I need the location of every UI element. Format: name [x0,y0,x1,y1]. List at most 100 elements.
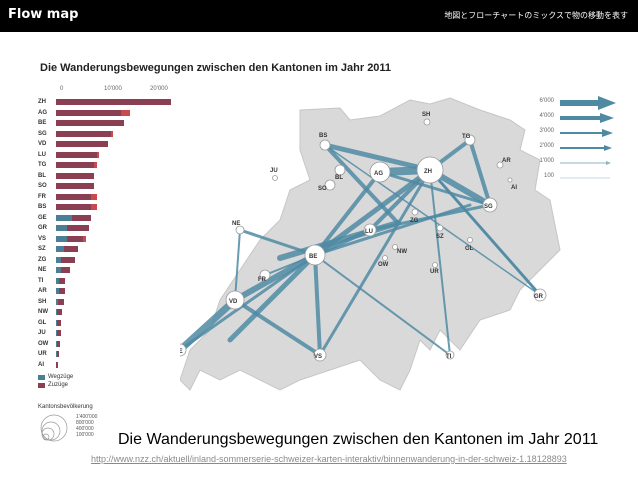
bar-label: FR [38,193,46,200]
map-label-ur: UR [430,269,439,275]
bar-row: LU [38,151,178,159]
flow-arrow-1000 [560,161,611,165]
bar-row: BS [38,203,178,211]
flow-legend-label: 6'000 [539,98,555,104]
flow-line [238,228,317,257]
bar-row: UR [38,350,178,358]
flow-legend-label: 4'000 [539,113,555,119]
bar-row: SO [38,182,178,190]
node-fr [259,269,271,281]
flow-line [429,169,541,296]
bar-segment-zuzuege [56,162,95,168]
bar-row: SG [38,130,178,138]
map-label-tg: TG [462,134,471,140]
bar-row: JU [38,329,178,337]
node-sz [436,224,444,232]
top-bar: Flow map 地図とフローチャートのミックスで物の移動を表す [0,0,638,32]
flow-line [232,252,318,303]
bar-segment-zuzuege [57,298,64,305]
node-ai [507,177,513,183]
figure-title: Die Wanderungsbewegungen zwischen den Ka… [40,62,392,74]
bar-segment-zuzuege [61,256,76,263]
flow-legend-row: 2'000 [530,141,620,156]
bar-label: UR [38,351,47,357]
map-label-ne: NE [232,221,240,227]
bar-segment-zuzuege [56,361,58,368]
flow-legend: 6'000 4'000 3'000 2'000 1'000 100 [530,96,620,186]
bar-segment-wegzuege [56,309,58,315]
bar-row: SH [38,298,178,306]
bar-segment-zuzuege [56,319,62,326]
bar-label: SH [38,298,47,305]
map-label-so: SO [318,186,327,192]
map-label-gl: GL [465,246,474,252]
node-bl [334,164,346,176]
flow-line [180,253,317,352]
population-value-1: 800'000 [76,420,94,426]
map-label-nw: NW [397,249,407,255]
switzerland-outline [180,97,561,391]
bar-row: OW [38,340,178,348]
slide-title: Flow map [8,7,79,22]
map-label-be: BE [309,254,317,260]
bar-label: SO [38,183,47,189]
bar-label: BE [38,120,47,126]
node-ow [382,255,388,261]
bar-row: GL [38,319,178,327]
source-link[interactable]: http://www.nzz.ch/aktuell/inland-sommers… [91,454,567,464]
bar-label: TG [38,162,47,168]
bar-row: TI [38,277,178,285]
bar-segment-zuzuege [56,130,111,137]
bar-row: GR [38,224,178,232]
flow-legend-row: 4'000 [530,111,620,126]
flow-line [318,168,432,357]
bar-row: BE [38,119,178,127]
map-label-gr: GR [534,294,544,300]
axis-tick-20000: 20'000 [150,86,168,92]
node-ag [369,161,391,183]
flow-legend-row: 1'000 [530,156,620,171]
bar-label: BS [38,204,47,210]
bar-segment-extra [91,204,97,210]
node-ge [180,343,187,357]
bar-segment-zuzuege [56,193,92,200]
map-label-lu: LU [365,229,373,235]
node-labels: ZH AG BE SG VD LU TG BL BS SO FR GE GR V… [180,112,544,360]
flow-line [323,143,400,225]
flow-legend-row: 3'000 [530,126,620,141]
bar-label: NE [38,267,47,273]
map-label-zh: ZH [424,169,432,175]
flow-legend-label: 100 [543,173,554,179]
bar-row: ZG [38,256,178,264]
map-label-bl: BL [335,175,343,181]
map-label-zg: ZG [410,218,419,224]
map-label-ow: OW [378,262,389,268]
canton-bar-chart: 0 10'000 20'000 ZH AG BE SG VD LU TG BL SO FR BS GE… [38,86,178,386]
bar-label: NW [38,309,48,315]
slide-subtitle: 地図とフローチャートのミックスで物の移動を表す [444,11,628,20]
flow-line [314,254,451,356]
bar-legend: Wegzüge Zuzüge [38,374,73,390]
bar-row: ZH [38,98,178,106]
bar-label: TI [38,277,44,284]
bar-row: AR [38,287,178,295]
legend-zuzuege: Zuzüge [38,382,73,388]
map-label-sh: SH [422,112,430,118]
bar-segment-zuzuege [56,330,61,336]
flow-arrow-6000 [560,96,616,110]
bar-row: AG [38,109,178,117]
bar-segment-zuzuege [56,172,95,179]
bar-segment-wegzuege [56,256,62,263]
map-label-ju: JU [270,168,278,174]
bar-label: AR [38,288,47,294]
bar-label: SZ [38,246,46,252]
axis-tick-0: 0 [60,86,64,92]
map-label-vs: VS [314,354,322,360]
bar-label: ZH [38,99,46,105]
bar-segment-zuzuege [66,235,84,242]
flow-line [313,253,322,357]
node-tg [464,134,476,146]
population-legend: Kantonsbevölkerung 1'400'000 800'000 400… [38,404,128,444]
node-ti [445,350,455,360]
node-ne [235,225,245,235]
